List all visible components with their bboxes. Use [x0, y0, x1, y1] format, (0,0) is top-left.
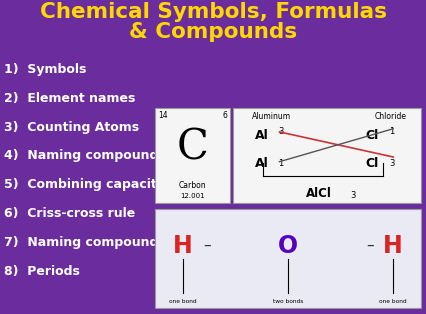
FancyBboxPatch shape: [155, 209, 421, 308]
Text: C: C: [177, 127, 209, 169]
Text: –: –: [203, 238, 210, 253]
Text: 3: 3: [389, 159, 394, 168]
Text: O: O: [278, 234, 298, 258]
Text: 3: 3: [278, 127, 284, 136]
Text: Chemical Symbols, Formulas: Chemical Symbols, Formulas: [40, 2, 386, 22]
Text: Carbon: Carbon: [179, 181, 207, 190]
Text: Al: Al: [255, 157, 268, 170]
Text: 6: 6: [222, 111, 227, 120]
Text: 1)  Symbols: 1) Symbols: [4, 63, 86, 76]
Text: –: –: [366, 238, 374, 253]
Text: Cl: Cl: [366, 129, 379, 142]
Text: H: H: [173, 234, 193, 258]
Text: two bonds: two bonds: [273, 299, 303, 304]
Text: & Compounds: & Compounds: [129, 22, 297, 42]
Text: H: H: [383, 234, 403, 258]
Text: 4)  Naming compounds: 4) Naming compounds: [4, 149, 166, 162]
Text: 1: 1: [278, 159, 283, 168]
Text: 12.001: 12.001: [181, 192, 205, 199]
Text: 3)  Counting Atoms: 3) Counting Atoms: [4, 121, 139, 133]
Text: Cl: Cl: [366, 157, 379, 170]
Text: one bond: one bond: [170, 299, 197, 304]
Text: AlCl: AlCl: [306, 187, 331, 200]
Text: 7)  Naming compounds: 7) Naming compounds: [4, 236, 166, 249]
FancyBboxPatch shape: [233, 108, 421, 203]
Text: Chloride: Chloride: [375, 112, 407, 121]
Text: one bond: one bond: [380, 299, 407, 304]
Text: Aluminum: Aluminum: [252, 112, 291, 121]
Text: 14: 14: [158, 111, 168, 120]
FancyBboxPatch shape: [155, 108, 230, 203]
Text: 8)  Periods: 8) Periods: [4, 265, 80, 278]
Text: 6)  Criss-cross rule: 6) Criss-cross rule: [4, 207, 135, 220]
Text: 2)  Element names: 2) Element names: [4, 92, 135, 105]
Text: 1: 1: [389, 127, 394, 136]
Text: 3: 3: [350, 191, 355, 200]
Text: Al: Al: [255, 129, 268, 142]
Text: 5)  Combining capacity: 5) Combining capacity: [4, 178, 165, 191]
